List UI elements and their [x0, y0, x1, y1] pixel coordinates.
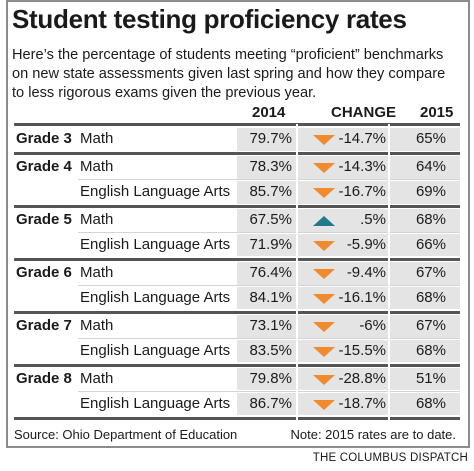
value-change: -5.9%: [346, 235, 386, 253]
value-change: -18.7%: [338, 394, 386, 412]
row-shade: [237, 367, 460, 391]
value-change: -16.7%: [338, 182, 386, 200]
value-2014: 79.8%: [249, 369, 292, 387]
value-2015: 67%: [415, 316, 446, 334]
value-2015: 68%: [415, 288, 446, 306]
value-change: .5%: [360, 211, 386, 229]
value-2015: 68%: [415, 341, 446, 359]
row-shade: [237, 262, 460, 285]
arrow-down-icon: [313, 240, 335, 251]
value-2014: 76.4%: [249, 264, 292, 281]
row-shade: [237, 180, 460, 204]
header-change: CHANGE: [331, 104, 397, 121]
group-rule: [14, 363, 460, 367]
source-text: Source: Ohio Department of Education: [14, 427, 238, 442]
value-2014: 73.1%: [249, 316, 292, 334]
intro-line: on new state assessments given last spri…: [12, 66, 446, 82]
value-2015: 67%: [415, 264, 446, 281]
row-divider: [78, 232, 460, 234]
value-2015: 68%: [415, 211, 446, 229]
subject-label: English Language Arts: [80, 341, 231, 359]
value-change: -14.3%: [338, 158, 386, 176]
intro-line: Here’s the percentage of students meetin…: [12, 47, 444, 63]
row-divider: [78, 391, 460, 392]
value-2015: 64%: [415, 158, 446, 176]
arrow-down-icon: [313, 135, 335, 145]
subject-label: English Language Arts: [80, 288, 231, 306]
row-shade: [237, 314, 460, 338]
group-rule: [14, 205, 460, 209]
note-text: Note: 2015 rates are to date.: [290, 427, 457, 442]
group-rule: [14, 152, 460, 156]
subject-label: Math: [80, 130, 114, 147]
value-2014: 67.5%: [249, 211, 292, 229]
subject-label: English Language Arts: [80, 235, 231, 253]
value-2015: 66%: [415, 235, 446, 253]
subject-label: Math: [80, 211, 114, 229]
intro-text: Here’s the percentage of students meetin…: [12, 46, 462, 103]
row-divider: [78, 285, 460, 287]
value-2014: 78.3%: [249, 158, 292, 176]
header-rule: [14, 123, 460, 126]
row-shade: [237, 156, 460, 179]
arrow-down-icon: [313, 163, 335, 174]
row-shade: [237, 128, 460, 151]
value-change: -15.5%: [338, 341, 386, 359]
subject-label: Math: [80, 158, 114, 176]
arrow-down-icon: [313, 374, 335, 385]
value-2015: 68%: [415, 394, 446, 412]
column-divider: [296, 124, 298, 420]
value-change: -14.7%: [338, 130, 386, 147]
subject-label: Math: [80, 264, 114, 281]
value-2014: 71.9%: [249, 235, 292, 253]
value-change: -28.8%: [338, 369, 386, 387]
arrow-down-icon: [313, 321, 335, 332]
value-2015: 69%: [415, 182, 446, 200]
arrow-down-icon: [313, 269, 335, 279]
group-rule: [14, 258, 460, 261]
arrow-down-icon: [313, 346, 335, 357]
value-change: -6%: [359, 316, 386, 334]
grade-label: Grade 4: [16, 158, 72, 176]
grade-label: Grade 8: [16, 369, 72, 387]
arrow-down-icon: [313, 293, 335, 304]
arrow-up-icon: [313, 216, 335, 227]
row-shade: [237, 339, 460, 363]
arrow-down-icon: [313, 399, 335, 410]
grade-label: Grade 6: [16, 264, 72, 281]
value-2014: 83.5%: [249, 341, 292, 359]
row-shade: [237, 209, 460, 232]
intro-line: to less rigorous exams given the previou…: [12, 85, 317, 101]
grade-label: Grade 3: [16, 130, 72, 147]
value-2015: 65%: [415, 130, 446, 147]
value-2015: 51%: [415, 369, 446, 387]
value-2014: 86.7%: [249, 394, 292, 412]
row-divider: [78, 179, 460, 181]
value-change: -16.1%: [338, 288, 386, 306]
subject-label: Math: [80, 369, 114, 387]
header-2015: 2015: [420, 104, 454, 121]
row-shade: [237, 392, 460, 416]
chart-title: Student testing proficiency rates: [12, 4, 407, 34]
credit-text: THE COLUMBUS DISPATCH: [312, 452, 468, 464]
header-2014: 2014: [252, 104, 286, 121]
grade-label: Grade 7: [16, 316, 72, 334]
row-shade: [237, 286, 460, 310]
arrow-down-icon: [313, 187, 335, 198]
row-divider: [78, 338, 460, 340]
column-divider: [388, 124, 390, 420]
value-2014: 85.7%: [249, 182, 292, 200]
value-2014: 79.7%: [249, 130, 292, 147]
value-2014: 84.1%: [249, 288, 292, 306]
value-change: -9.4%: [346, 264, 386, 281]
group-rule: [14, 310, 460, 314]
grade-label: Grade 5: [16, 211, 72, 229]
row-shade: [237, 233, 460, 257]
subject-label: English Language Arts: [80, 182, 231, 200]
group-rule: [14, 416, 460, 420]
subject-label: English Language Arts: [80, 394, 231, 412]
subject-label: Math: [80, 316, 114, 334]
